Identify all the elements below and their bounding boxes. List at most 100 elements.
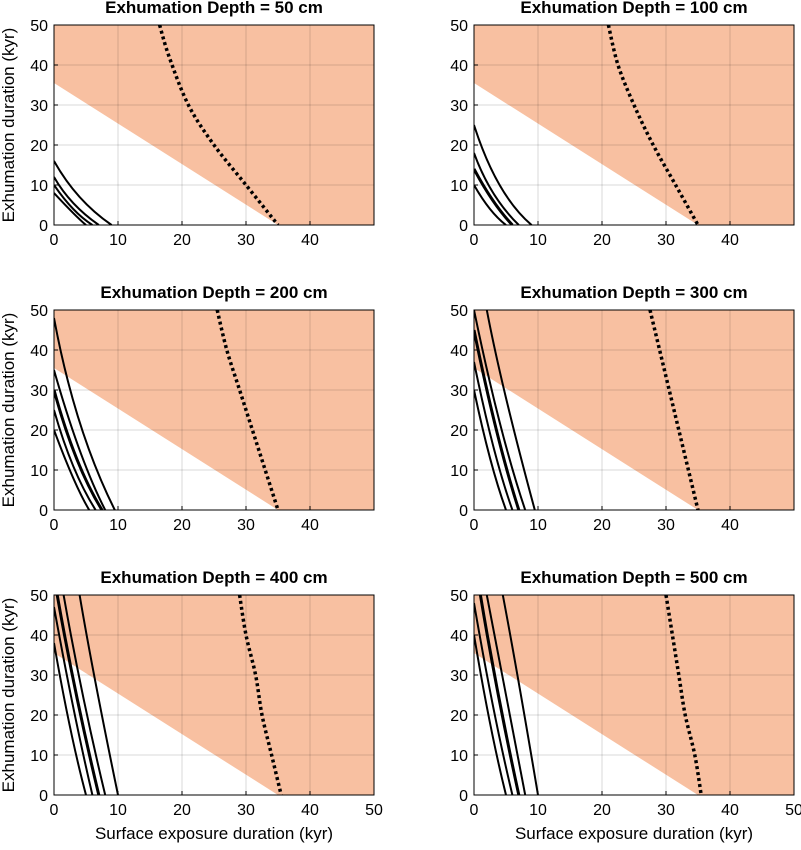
solid-curve-2: [485, 595, 527, 795]
chart-title: Exhumation Depth = 500 cm: [520, 568, 747, 587]
x-tick-label: 30: [657, 232, 675, 249]
y-axis-label: Exhumation duration (kyr): [0, 313, 18, 508]
solid-curve-4: [54, 409, 97, 510]
dotted-curve: [606, 25, 700, 225]
y-tick-label: 0: [39, 788, 48, 805]
x-tick-label: 30: [237, 232, 255, 249]
dotted-curve: [237, 595, 283, 795]
chart-title: Exhumation Depth = 50 cm: [105, 0, 323, 17]
x-tick-label: 0: [470, 517, 479, 534]
solid-curve-5: [54, 642, 87, 795]
y-tick-label: 50: [30, 18, 48, 35]
x-tick-label: 10: [109, 232, 127, 249]
solid-curve-1: [474, 124, 533, 225]
shaded-region: [54, 310, 374, 510]
x-tick-label: 40: [301, 802, 319, 819]
x-tick-label: 40: [301, 232, 319, 249]
solid-curve-4: [474, 184, 507, 225]
x-tick-label: 40: [721, 232, 739, 249]
x-tick-label: 30: [237, 802, 255, 819]
chart-panel-4: 0 10 20 30 40 0 10 20 30 40 50 Exhumation Depth = 3…: [450, 283, 795, 534]
y-tick-label: 0: [459, 788, 468, 805]
solid-curve-5: [474, 634, 507, 795]
y-tick-label: 20: [30, 708, 48, 725]
shaded-region: [474, 595, 794, 795]
x-tick-label: 0: [470, 232, 479, 249]
solid-curve-4: [54, 606, 94, 795]
y-axis-label: Exhumation duration (kyr): [0, 28, 18, 223]
y-tick-label: 30: [30, 98, 48, 115]
axes-frame: [53, 24, 375, 226]
solid-curve-1: [78, 595, 119, 795]
shaded-region: [54, 595, 374, 795]
chart-panel-5: 0 10 20 30 40 50 0 10 20 30 40 50 Exhumation Depth =…: [0, 568, 383, 843]
y-tick-label: 20: [450, 423, 468, 440]
y-tick-label: 40: [450, 58, 468, 75]
y-tick-label: 40: [450, 628, 468, 645]
y-tick-label: 30: [450, 668, 468, 685]
axes-frame: [473, 594, 795, 796]
shaded-region: [54, 25, 374, 225]
x-tick-label: 30: [657, 517, 675, 534]
x-tick-label: 20: [593, 802, 611, 819]
solid-curve-3: [474, 168, 514, 225]
x-tick-label: 10: [529, 802, 547, 819]
x-axis-label: Surface exposure duration (kyr): [515, 824, 753, 843]
x-tick-label: 30: [237, 517, 255, 534]
x-tick-label: 10: [529, 232, 547, 249]
dotted-curve: [664, 595, 703, 795]
y-tick-label: 50: [450, 588, 468, 605]
x-tick-label: 50: [365, 802, 383, 819]
y-tick-label: 20: [450, 708, 468, 725]
x-tick-label: 20: [593, 232, 611, 249]
solid-curve-3: [54, 389, 104, 510]
solid-curve-2: [474, 310, 527, 510]
y-tick-label: 0: [459, 503, 468, 520]
y-tick-label: 40: [30, 58, 48, 75]
shaded-region: [474, 310, 794, 510]
y-axis-label: Exhumation duration (kyr): [0, 598, 18, 793]
shaded-region: [474, 25, 794, 225]
axes-frame: [473, 309, 795, 511]
x-tick-label: 0: [470, 802, 479, 819]
y-tick-label: 20: [450, 138, 468, 155]
y-tick-label: 10: [30, 748, 48, 765]
x-tick-label: 20: [593, 517, 611, 534]
solid-curve-2: [474, 152, 520, 225]
solid-curve-2: [54, 176, 100, 225]
y-tick-label: 0: [459, 218, 468, 235]
solid-curve-5: [54, 429, 91, 510]
y-tick-label: 10: [30, 178, 48, 195]
chart-title: Exhumation Depth = 100 cm: [520, 0, 747, 17]
axes-frame: [53, 594, 375, 796]
chart-title: Exhumation Depth = 200 cm: [100, 283, 327, 302]
solid-curve-1: [54, 317, 116, 510]
x-tick-label: 10: [109, 517, 127, 534]
y-tick-label: 10: [450, 748, 468, 765]
y-tick-label: 40: [30, 343, 48, 360]
y-tick-label: 50: [30, 588, 48, 605]
x-tick-label: 30: [657, 802, 675, 819]
y-tick-label: 30: [30, 383, 48, 400]
chart-panel-3: 0 10 20 30 40 0 10 20 30 40 50 Exhumation Depth = 2…: [0, 283, 375, 534]
solid-curve-1: [501, 595, 539, 795]
y-tick-label: 0: [39, 503, 48, 520]
solid-curve-3: [474, 329, 521, 510]
y-tick-label: 30: [450, 98, 468, 115]
x-tick-label: 0: [50, 802, 59, 819]
solid-curve-3: [478, 595, 521, 795]
solid-curve-3: [55, 595, 101, 795]
y-tick-label: 50: [30, 303, 48, 320]
x-tick-label: 40: [721, 802, 739, 819]
y-tick-label: 50: [450, 18, 468, 35]
x-tick-label: 20: [173, 232, 191, 249]
y-tick-label: 20: [30, 138, 48, 155]
chart-panel-2: 0 10 20 30 40 0 10 20 30 40 50 Exhumation Depth = 1…: [450, 0, 795, 249]
solid-curve-1: [485, 310, 536, 510]
y-tick-label: 10: [450, 178, 468, 195]
x-tick-label: 0: [50, 232, 59, 249]
axes-frame: [473, 24, 795, 226]
y-tick-label: 40: [30, 628, 48, 645]
x-tick-label: 10: [529, 517, 547, 534]
